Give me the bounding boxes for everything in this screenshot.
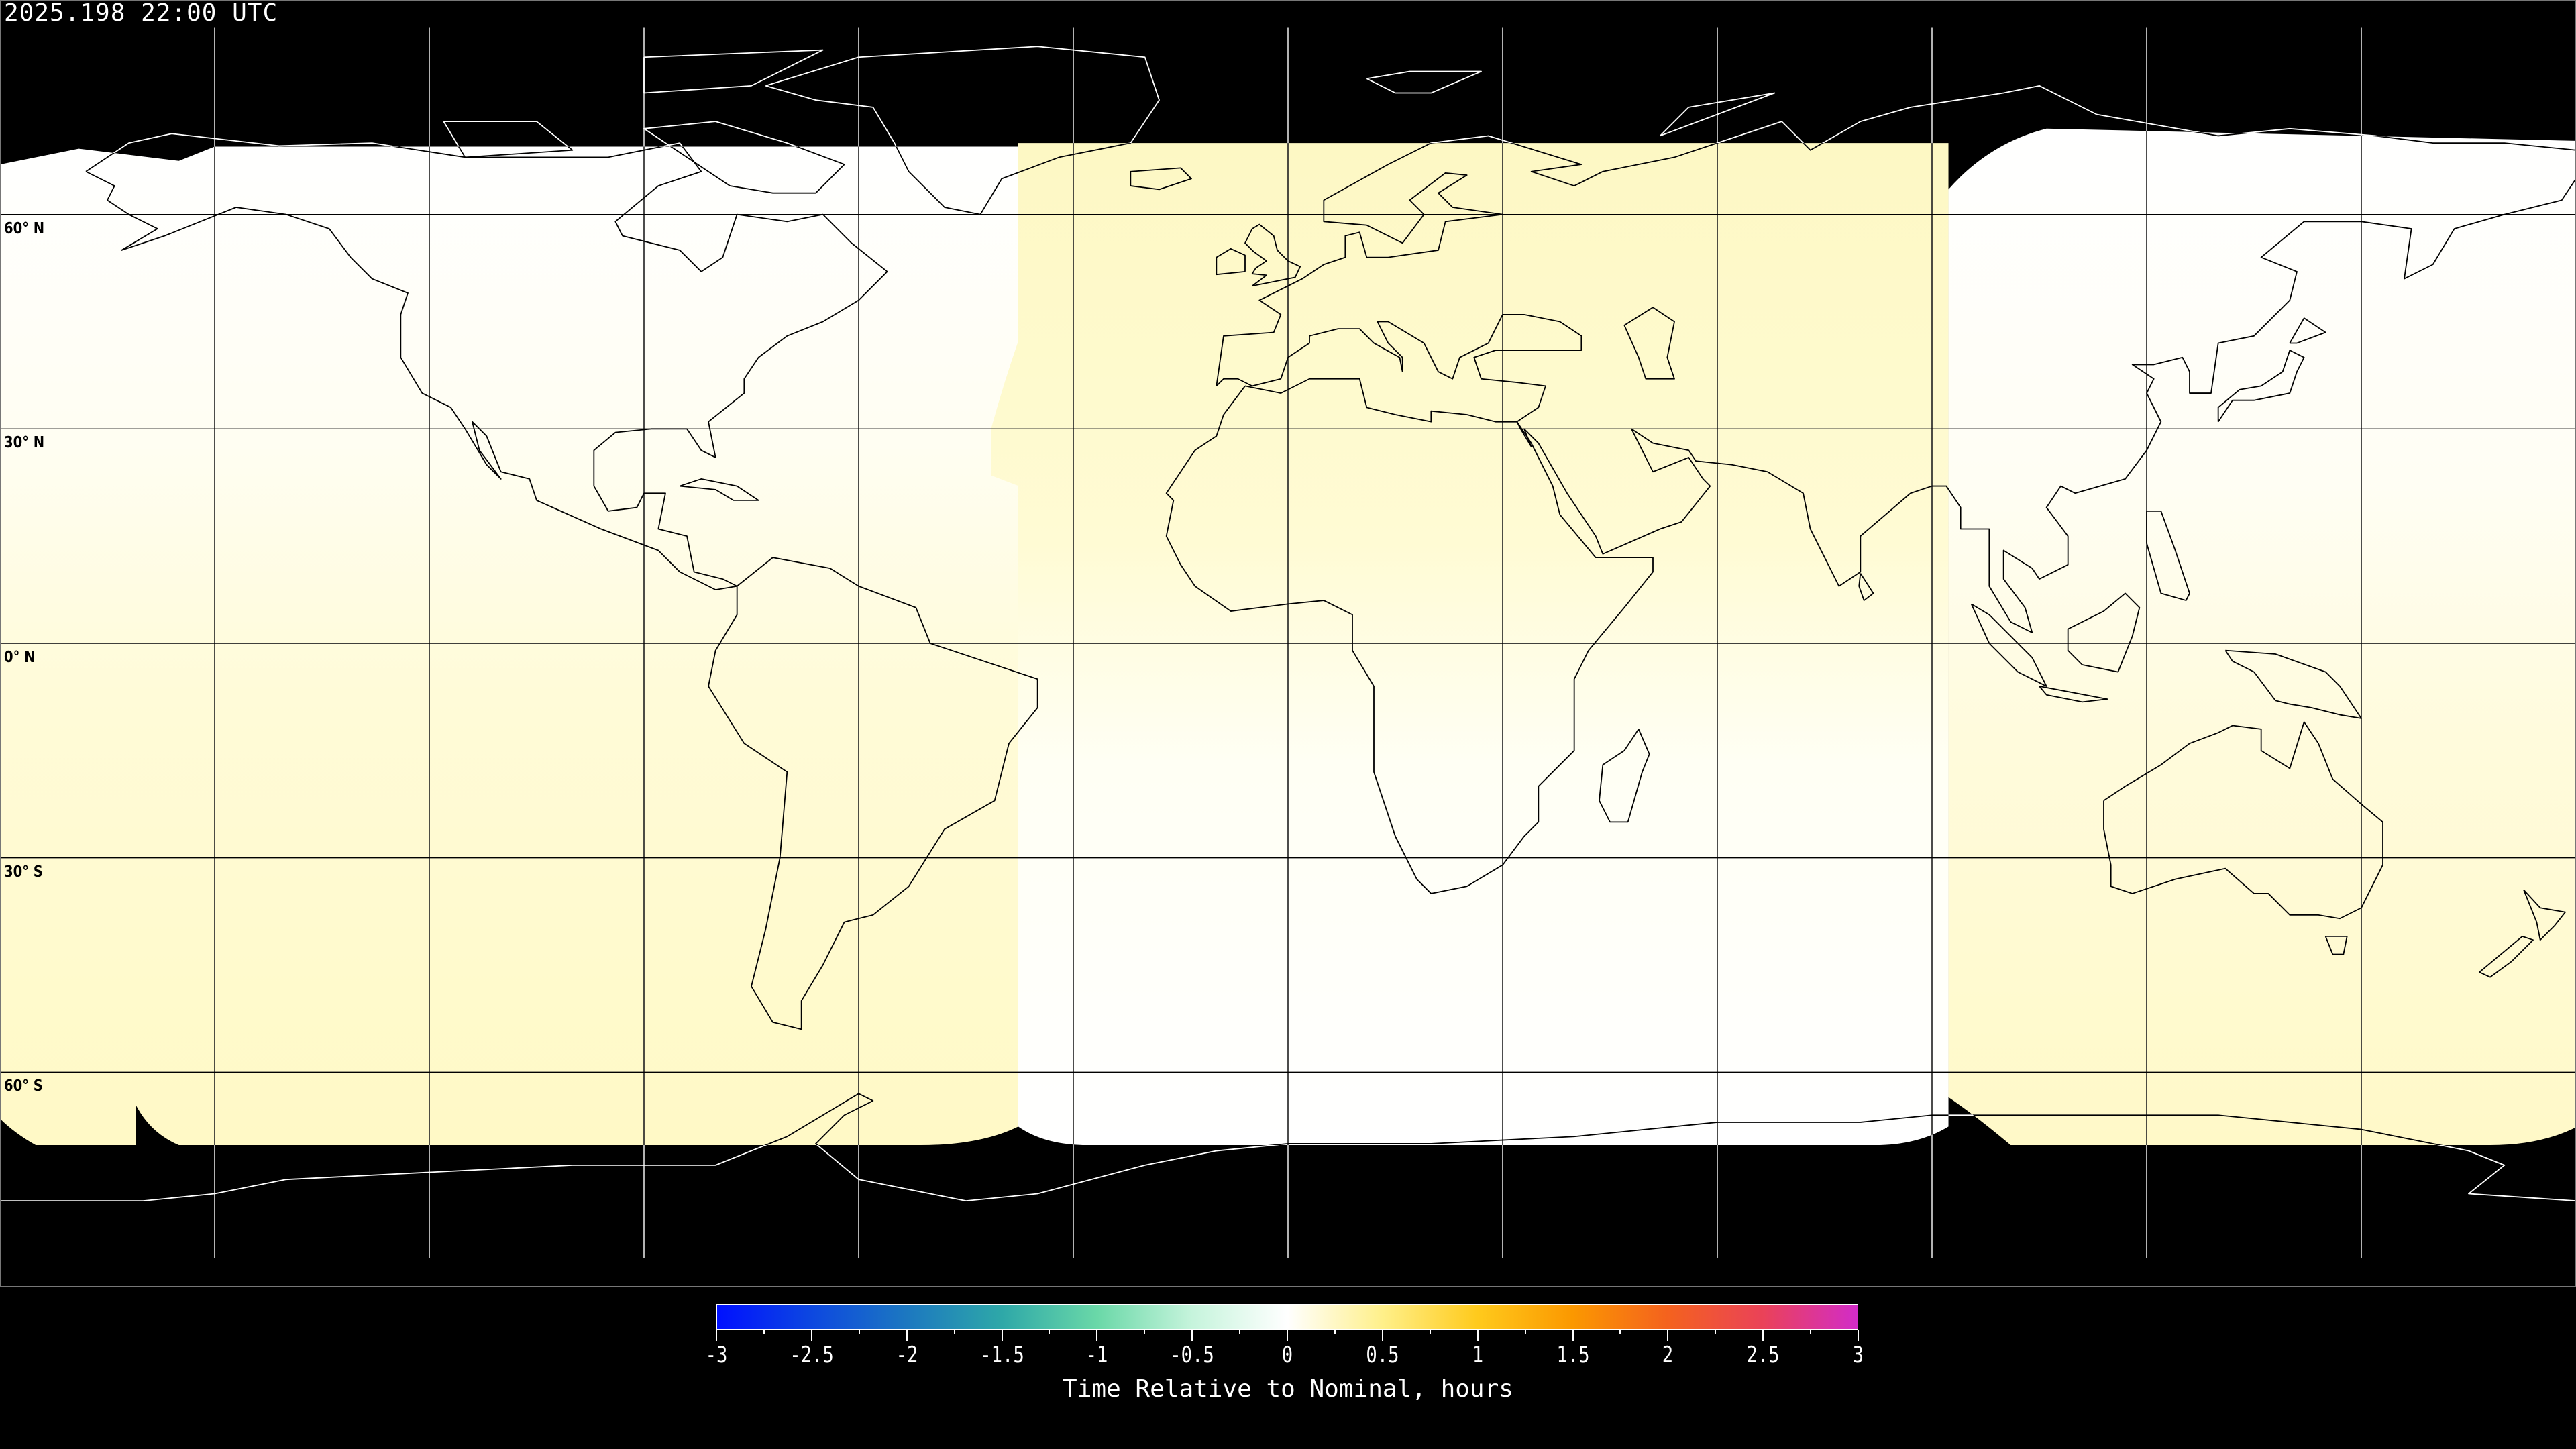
- coastline-cuba: [680, 479, 758, 500]
- colorbar-tick-label: -3: [705, 1342, 728, 1368]
- timestamp-title: 2025.198 22:00 UTC: [4, 0, 278, 27]
- latitude-label: 0° N: [4, 649, 36, 666]
- coastlines-on-field: [0, 46, 2576, 1201]
- colorbar-tick-label: 0.5: [1366, 1342, 1399, 1368]
- colorbar-tick-label: 1: [1472, 1342, 1483, 1368]
- latitude-label: 60° N: [4, 219, 45, 237]
- colorbar-label: Time Relative to Nominal, hours: [1063, 1375, 1513, 1403]
- coastline-hokkaido: [2290, 318, 2325, 343]
- colorbar-major-tick: [1191, 1330, 1193, 1341]
- field-region-central-bulge: [991, 146, 1145, 494]
- coastline-new-guinea: [2225, 651, 2361, 718]
- coastline-iceland: [1130, 168, 1191, 189]
- coastline-greenland: [765, 46, 1159, 214]
- coastline-sumatra: [1972, 604, 2047, 686]
- colorbar-major-tick: [1667, 1330, 1669, 1341]
- colorbar-minor-tick: [1144, 1330, 1146, 1334]
- colorbar-tick-label: -2: [896, 1342, 918, 1368]
- colorbar-major-tick: [1381, 1330, 1383, 1341]
- coastline-svalbard: [1366, 72, 1481, 93]
- colorbar-minor-tick: [858, 1330, 860, 1334]
- latitude-label: 30° S: [4, 863, 43, 881]
- coastline-borneo: [2068, 593, 2140, 672]
- colorbar-major-tick: [1858, 1330, 1859, 1341]
- graticule-on-field: [0, 0, 2576, 1287]
- field-region-central: [1018, 143, 1949, 1146]
- colorbar-major-tick: [716, 1330, 717, 1341]
- coastline-java: [2039, 686, 2107, 702]
- colorbar-major-tick: [1572, 1330, 1574, 1341]
- world-map: [0, 0, 2576, 1287]
- coastline-caspian-sea: [1624, 307, 1674, 379]
- colorbar-tick-label: 0: [1281, 1342, 1293, 1368]
- field-region-east: [1948, 128, 2576, 1146]
- colorbar-minor-tick: [1810, 1330, 1812, 1334]
- colorbar-major-tick: [1287, 1330, 1288, 1341]
- coastline-antarctica: [0, 1093, 2576, 1201]
- colorbar-minor-tick: [1239, 1330, 1241, 1334]
- colorbar-tick-label: 2.5: [1746, 1342, 1780, 1368]
- coastline-ellesmere: [644, 50, 823, 93]
- colorbar-minor-tick: [1049, 1330, 1051, 1334]
- coastline-north-america: [86, 133, 888, 590]
- coastline-australia: [2104, 722, 2383, 918]
- latitude-label: 60° S: [4, 1077, 43, 1095]
- colorbar-minor-tick: [1619, 1330, 1621, 1334]
- coastline-ireland: [1216, 249, 1245, 274]
- colorbar-minor-tick: [1715, 1330, 1717, 1334]
- colorbar-minor-tick: [1334, 1330, 1336, 1334]
- coastline-great-britain: [1245, 225, 1300, 286]
- coastline-novaya-zemlya: [1660, 93, 1775, 136]
- colorbar-major-tick: [1477, 1330, 1479, 1341]
- colorbar-major-tick: [1762, 1330, 1764, 1341]
- coastline-nz-south: [2479, 936, 2533, 977]
- colorbar-ticks: -3 -2.5 -2 -1.5 -1 -0.5 0 0.5 1 1.5 2 2.5 3: [706, 1330, 1864, 1370]
- colorbar-minor-tick: [953, 1330, 955, 1334]
- coastline-sri-lanka: [1859, 574, 1873, 600]
- colorbar-tick-label: 3: [1852, 1342, 1864, 1368]
- coastline-honshu: [2218, 350, 2304, 422]
- coastline-tasmania: [2326, 936, 2347, 955]
- coastline-madagascar: [1599, 729, 1650, 822]
- colorbar-tick-label: -0.5: [1170, 1342, 1214, 1368]
- colorbar-major-tick: [906, 1330, 908, 1341]
- latitude-label: 30° N: [4, 434, 45, 452]
- colorbar-tick-label: -2.5: [790, 1342, 834, 1368]
- colorbar-tick-label: -1.5: [979, 1342, 1024, 1368]
- coastline-philippines: [2147, 511, 2190, 600]
- coastline-nz-north: [2524, 890, 2565, 941]
- colorbar-tick-label: -1: [1085, 1342, 1108, 1368]
- coastline-eurasia: [1216, 86, 2576, 633]
- colorbar-minor-tick: [1524, 1330, 1526, 1334]
- colorbar-major-tick: [1001, 1330, 1003, 1341]
- colorbar-tick-label: 2: [1662, 1342, 1674, 1368]
- colorbar-tick-label: 1.5: [1556, 1342, 1590, 1368]
- colorbar: [716, 1304, 1858, 1330]
- colorbar-minor-tick: [1429, 1330, 1431, 1334]
- field-region-west: [0, 146, 1018, 1146]
- colorbar-minor-tick: [763, 1330, 765, 1334]
- colorbar-major-tick: [810, 1330, 812, 1341]
- coastline-south-america: [708, 557, 1038, 1029]
- colorbar-major-tick: [1096, 1330, 1098, 1341]
- coastline-africa: [1167, 379, 1653, 894]
